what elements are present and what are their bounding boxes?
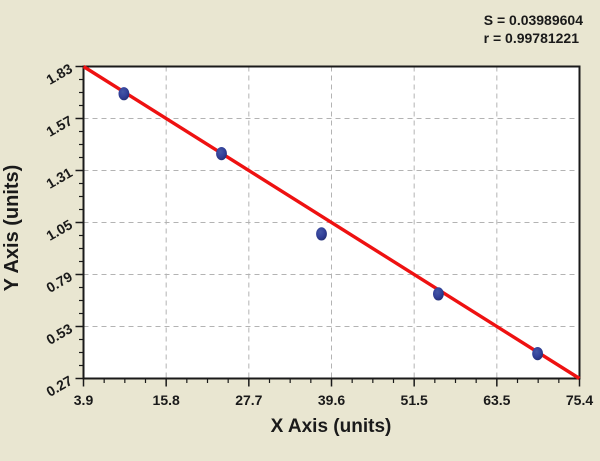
svg-text:3.9: 3.9 [74, 392, 94, 408]
svg-text:75.4: 75.4 [566, 392, 593, 408]
svg-text:63.5: 63.5 [483, 392, 510, 408]
svg-text:r = 0.99781221: r = 0.99781221 [484, 30, 580, 46]
svg-text:15.8: 15.8 [153, 392, 180, 408]
svg-text:51.5: 51.5 [401, 392, 428, 408]
svg-text:Y Axis (units): Y Axis (units) [1, 165, 23, 292]
svg-text:39.6: 39.6 [318, 392, 345, 408]
svg-text:27.7: 27.7 [235, 392, 262, 408]
svg-text:X Axis (units): X Axis (units) [271, 416, 392, 437]
svg-text:S = 0.03989604: S = 0.03989604 [484, 12, 583, 28]
